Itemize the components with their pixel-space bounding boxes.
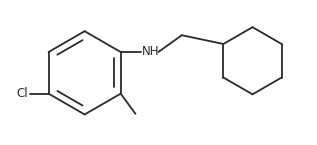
Text: NH: NH xyxy=(141,45,159,58)
Text: Cl: Cl xyxy=(16,87,28,100)
